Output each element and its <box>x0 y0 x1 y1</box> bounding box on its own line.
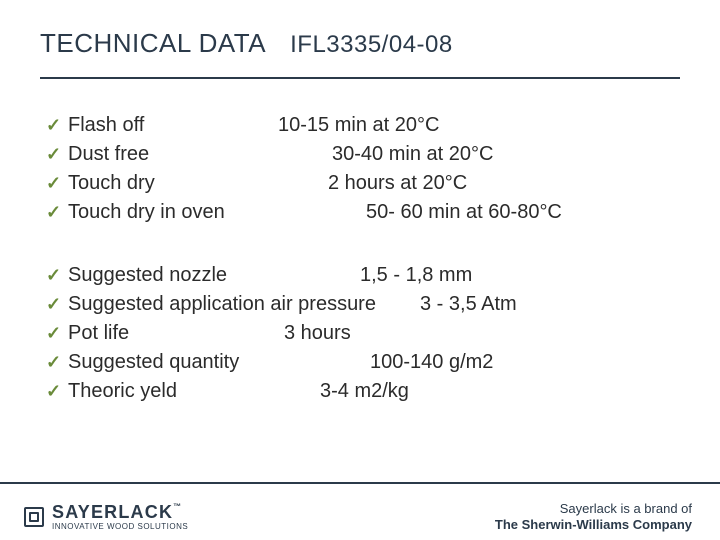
spec-label: Suggested application air pressure <box>68 290 420 319</box>
brand-line1: Sayerlack is a brand of <box>495 501 692 517</box>
spec-item: ✓ Flash off 10-15 min at 20°C <box>46 111 676 140</box>
logo-name: SAYERLACK™ <box>52 503 188 521</box>
spec-value: 1,5 - 1,8 mm <box>360 261 472 290</box>
check-icon: ✓ <box>46 141 68 167</box>
spec-value: 3-4 m2/kg <box>320 377 409 406</box>
check-icon: ✓ <box>46 349 68 375</box>
logo-tagline: INNOVATIVE WOOD SOLUTIONS <box>52 523 188 531</box>
spec-item: ✓ Touch dry in oven 50- 60 min at 60-80°… <box>46 198 676 227</box>
spec-label: Pot life <box>68 319 284 348</box>
spec-label: Touch dry <box>68 169 328 198</box>
check-icon: ✓ <box>46 170 68 196</box>
slide-heading: TECHNICAL DATA <box>40 28 266 59</box>
sayerlack-logo: SAYERLACK™ INNOVATIVE WOOD SOLUTIONS <box>24 503 188 531</box>
spec-item: ✓ Dust free 30-40 min at 20°C <box>46 140 676 169</box>
spec-label: Theoric yeld <box>68 377 320 406</box>
title-row: TECHNICAL DATA IFL3335/04-08 <box>40 28 680 59</box>
slide: TECHNICAL DATA IFL3335/04-08 ✓ Flash off… <box>0 0 720 540</box>
trademark-icon: ™ <box>173 502 182 511</box>
spec-label: Touch dry in oven <box>68 198 366 227</box>
spec-label: Suggested quantity <box>68 348 370 377</box>
spec-label: Flash off <box>68 111 278 140</box>
check-icon: ✓ <box>46 320 68 346</box>
brand-note: Sayerlack is a brand of The Sherwin-Will… <box>495 501 692 534</box>
check-icon: ✓ <box>46 199 68 225</box>
spec-label: Suggested nozzle <box>68 261 360 290</box>
spec-value: 3 - 3,5 Atm <box>420 290 517 319</box>
check-icon: ✓ <box>46 378 68 404</box>
spec-label: Dust free <box>68 140 332 169</box>
spec-item: ✓ Touch dry 2 hours at 20°C <box>46 169 676 198</box>
spec-value: 50- 60 min at 60-80°C <box>366 198 562 227</box>
spec-item: ✓ Suggested nozzle 1,5 - 1,8 mm <box>46 261 676 290</box>
check-icon: ✓ <box>46 291 68 317</box>
spec-value: 3 hours <box>284 319 351 348</box>
logo-mark-icon <box>24 507 44 527</box>
spec-item: ✓ Theoric yeld 3-4 m2/kg <box>46 377 676 406</box>
spec-item: ✓ Suggested quantity 100-140 g/m2 <box>46 348 676 377</box>
spec-value: 100-140 g/m2 <box>370 348 493 377</box>
logo-name-text: SAYERLACK <box>52 502 173 522</box>
content-area: ✓ Flash off 10-15 min at 20°C ✓ Dust fre… <box>40 79 680 406</box>
spec-block-2: ✓ Suggested nozzle 1,5 - 1,8 mm ✓ Sugges… <box>46 261 676 406</box>
check-icon: ✓ <box>46 262 68 288</box>
brand-line2: The Sherwin-Williams Company <box>495 517 692 533</box>
product-code: IFL3335/04-08 <box>290 31 453 59</box>
spec-value: 2 hours at 20°C <box>328 169 467 198</box>
check-icon: ✓ <box>46 112 68 138</box>
spec-value: 10-15 min at 20°C <box>278 111 439 140</box>
spec-value: 30-40 min at 20°C <box>332 140 493 169</box>
spec-item: ✓ Suggested application air pressure 3 -… <box>46 290 676 319</box>
footer: SAYERLACK™ INNOVATIVE WOOD SOLUTIONS Say… <box>0 482 720 540</box>
spec-item: ✓ Pot life 3 hours <box>46 319 676 348</box>
logo-text: SAYERLACK™ INNOVATIVE WOOD SOLUTIONS <box>52 503 188 531</box>
spec-block-1: ✓ Flash off 10-15 min at 20°C ✓ Dust fre… <box>46 111 676 227</box>
